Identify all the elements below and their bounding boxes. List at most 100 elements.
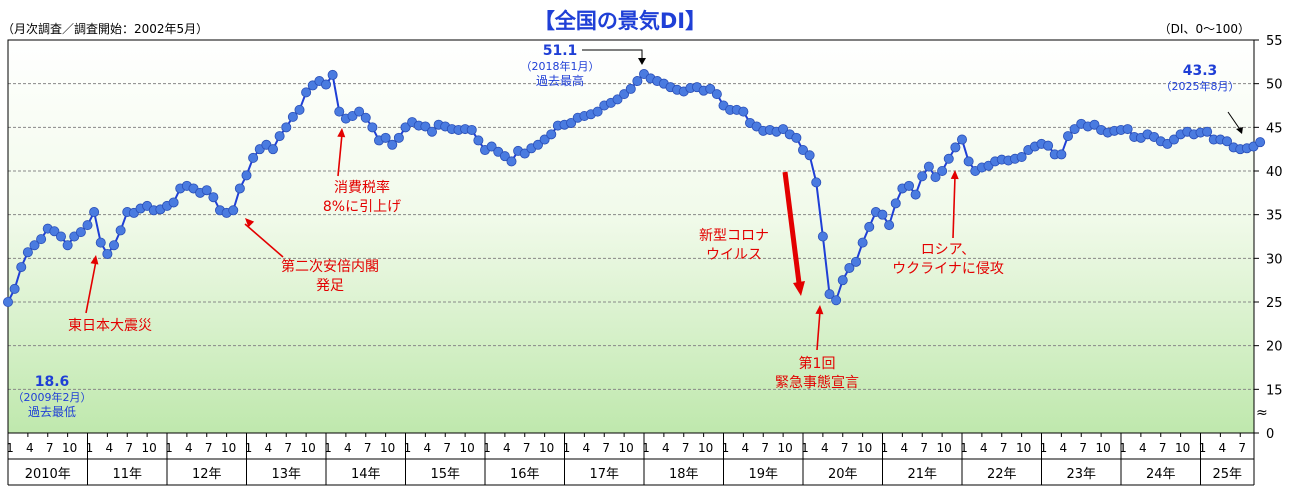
data-point [824, 289, 835, 300]
y-tick-label: 20 [1266, 340, 1283, 355]
series-景気DI [3, 69, 1266, 307]
chart-title: 【全国の景気DI】 [534, 9, 706, 33]
year-label: 18年 [669, 467, 699, 482]
data-point [930, 172, 941, 183]
unit-note: （DI、0〜100） [1159, 22, 1250, 36]
year-label: 25年 [1212, 467, 1242, 482]
covid-arrow-shaft [782, 171, 802, 284]
data-point [851, 256, 862, 267]
x-tick-label: 1 [6, 441, 14, 455]
data-point [486, 141, 497, 152]
data-point [566, 117, 577, 128]
data-point [387, 139, 398, 150]
data-point [711, 89, 722, 100]
data-point [817, 231, 828, 242]
data-point [632, 76, 643, 87]
data-point [778, 124, 789, 135]
x-tick-label: 4 [26, 441, 34, 455]
x-tick-label: 10 [857, 441, 872, 455]
annotation-arrow-head [815, 305, 824, 315]
data-point [499, 151, 510, 162]
year-label: 17年 [589, 467, 619, 482]
data-point [274, 131, 285, 142]
data-point [857, 237, 868, 248]
data-point [367, 122, 378, 133]
data-point [287, 111, 298, 122]
data-point [877, 209, 888, 220]
y-tick-label: 15 [1266, 383, 1283, 398]
annotation-arrow-head [90, 255, 99, 265]
data-point [208, 192, 219, 203]
highlight-label: 過去最高 [536, 73, 584, 88]
x-tick-label: 10 [1175, 441, 1190, 455]
data-point [592, 106, 603, 117]
x-tick-label: 4 [1060, 441, 1068, 455]
highlights: 51.1（2018年1月）過去最高 43.3（2025年8月） 18.6（2009年… [13, 43, 1243, 419]
data-point [3, 296, 13, 307]
year-label: 23年 [1066, 467, 1096, 482]
data-point [1122, 124, 1133, 135]
highlight-value: 43.3 [1183, 63, 1218, 79]
x-tick-label: 1 [881, 441, 889, 455]
data-point [466, 124, 477, 135]
annotation-arrow [244, 223, 284, 258]
x-tick-label: 10 [459, 441, 474, 455]
x-tick-label: 1 [1040, 441, 1048, 455]
covid-arrow-head [793, 281, 805, 296]
x-tick-label: 4 [662, 441, 670, 455]
data-point [957, 134, 968, 145]
data-point [241, 170, 252, 181]
data-point [910, 189, 921, 200]
x-tick-label: 7 [364, 441, 372, 455]
data-point [1222, 136, 1233, 147]
x-tick-label: 1 [642, 441, 650, 455]
year-label: 19年 [748, 467, 778, 482]
axis-break-icon: ≈ [1256, 405, 1268, 421]
data-point [234, 183, 245, 194]
data-point [837, 275, 848, 286]
annotation-arrow [337, 133, 343, 177]
annotation-arrow-head [337, 128, 346, 138]
highlight-date: （2009年2月） [13, 390, 92, 404]
year-label: 16年 [510, 467, 540, 482]
x-tick-label: 4 [185, 441, 193, 455]
data-point [380, 132, 391, 143]
data-point [798, 145, 809, 156]
annotation-label: 発足 [316, 278, 344, 294]
x-tick-label: 10 [300, 441, 315, 455]
data-point [1056, 149, 1067, 160]
x-tick-label: 10 [1095, 441, 1110, 455]
x-tick-label: 4 [980, 441, 988, 455]
data-point [539, 134, 550, 145]
data-point [533, 139, 544, 150]
data-point [168, 197, 179, 208]
data-point [201, 185, 212, 196]
highlight-date: （2018年1月） [521, 59, 600, 73]
year-label: 11年 [112, 467, 142, 482]
y-tick-label: 0 [1266, 427, 1274, 442]
data-point [864, 221, 875, 232]
latest-connector-head [1236, 127, 1243, 134]
data-point [519, 148, 530, 159]
data-point [320, 79, 331, 90]
x-tick-label: 10 [936, 441, 951, 455]
x-tick-label: 1 [165, 441, 173, 455]
plot-frame [7, 39, 1255, 434]
data-point [301, 87, 312, 98]
data-point [473, 135, 484, 146]
data-point [831, 295, 842, 306]
x-tick-label: 1 [1119, 441, 1127, 455]
data-point [393, 132, 404, 143]
annotation-label: 東日本大震災 [68, 318, 152, 334]
data-point [228, 205, 239, 216]
data-point [612, 94, 623, 105]
x-tick-label: 7 [1079, 441, 1087, 455]
data-point [950, 142, 961, 153]
data-point [1063, 131, 1074, 142]
data-point [95, 237, 106, 248]
data-point [16, 262, 27, 273]
annotation-label: ウクライナに侵攻 [892, 260, 1004, 277]
